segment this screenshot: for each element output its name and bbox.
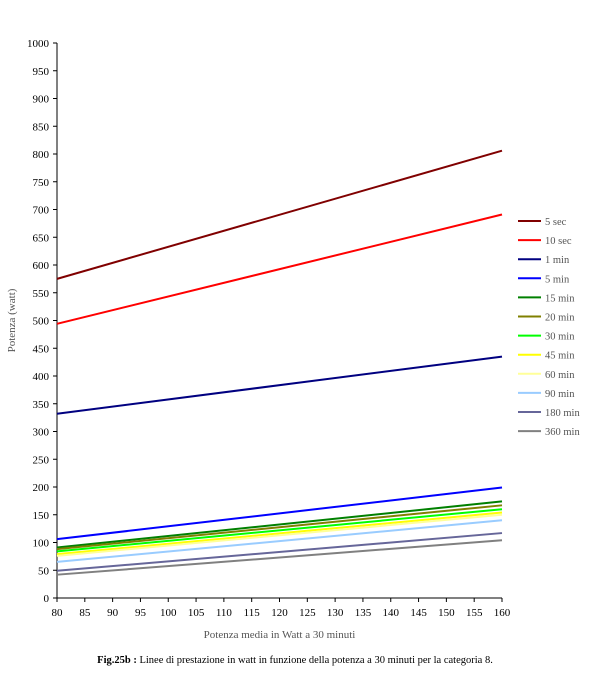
series-lines <box>56 149 503 576</box>
x-tick-label: 105 <box>188 607 205 619</box>
y-tick-label: 800 <box>33 149 50 161</box>
y-tick-label: 550 <box>33 288 50 300</box>
series-line-90-min <box>56 519 503 563</box>
legend-label: 30 min <box>545 332 575 343</box>
y-tick-label: 950 <box>33 66 50 78</box>
x-tick-label: 125 <box>299 607 316 619</box>
legend-label: 20 min <box>545 313 575 324</box>
series-line-45-min <box>56 511 503 556</box>
x-tick-label: 80 <box>52 607 64 619</box>
y-tick-label: 250 <box>33 454 50 466</box>
series-line-5-sec <box>56 149 503 280</box>
series-line-5-min <box>56 486 503 541</box>
legend: 5 sec 10 sec 1 min 5 min 15 min 20 min 30 min 4… <box>518 217 580 438</box>
legend-label: 360 min <box>545 427 580 438</box>
legend-label: 90 min <box>545 389 575 400</box>
legend-label: 45 min <box>545 351 575 362</box>
y-tick-label: 850 <box>33 121 50 133</box>
legend-label: 180 min <box>545 408 580 419</box>
series-line-360-min <box>56 539 503 576</box>
x-tick-label: 160 <box>494 607 511 619</box>
x-tick-label: 90 <box>107 607 119 619</box>
y-axis-ticks: 0 50 100 150 200 250 300 350 400 450 500 550 600 650 7… <box>27 38 57 605</box>
x-axis-title: Potenza media in Watt a 30 minuti <box>204 629 356 641</box>
y-tick-label: 350 <box>33 399 50 411</box>
y-tick-label: 650 <box>33 232 50 244</box>
series-line-20-min <box>56 504 503 551</box>
x-tick-label: 110 <box>216 607 233 619</box>
y-tick-label: 400 <box>33 371 50 383</box>
figure-caption: Fig.25b : Linee di prestazione in watt i… <box>0 655 590 666</box>
legend-label: 1 min <box>545 255 570 266</box>
y-tick-label: 50 <box>38 565 50 577</box>
series-line-60-min <box>56 513 503 557</box>
y-tick-label: 500 <box>33 316 50 328</box>
x-tick-label: 140 <box>383 607 400 619</box>
x-tick-label: 155 <box>466 607 483 619</box>
x-tick-label: 135 <box>355 607 372 619</box>
legend-label: 10 sec <box>545 236 572 247</box>
series-line-30-min <box>56 508 503 553</box>
y-tick-label: 900 <box>33 94 50 106</box>
y-tick-label: 100 <box>33 538 50 550</box>
series-line-180-min <box>56 532 503 572</box>
x-tick-label: 130 <box>327 607 344 619</box>
legend-label: 5 min <box>545 274 570 285</box>
y-tick-label: 1000 <box>27 38 50 50</box>
x-tick-label: 120 <box>271 607 288 619</box>
y-tick-label: 750 <box>33 177 50 189</box>
legend-label: 15 min <box>545 293 575 304</box>
x-tick-label: 100 <box>160 607 177 619</box>
x-tick-label: 85 <box>79 607 91 619</box>
x-tick-label: 150 <box>438 607 455 619</box>
y-axis-title: Potenza (watt) <box>6 288 18 352</box>
legend-label: 60 min <box>545 370 575 381</box>
figure-caption-label: Fig.25b : <box>97 655 137 666</box>
y-tick-label: 200 <box>33 482 50 494</box>
y-tick-label: 600 <box>33 260 50 272</box>
line-chart: 0 50 100 150 200 250 300 350 400 450 500 550 600 650 7… <box>6 38 580 641</box>
y-tick-label: 150 <box>33 510 50 522</box>
y-tick-label: 300 <box>33 427 50 439</box>
y-tick-label: 700 <box>33 205 50 217</box>
x-axis-ticks: 80 85 90 95 100 105 110 115 120 125 130 135 140 145 15… <box>52 598 511 619</box>
legend-label: 5 sec <box>545 217 567 228</box>
x-tick-label: 95 <box>135 607 147 619</box>
series-line-1-min <box>56 355 503 415</box>
series-line-10-sec <box>56 213 503 325</box>
y-tick-label: 0 <box>44 593 50 605</box>
x-tick-label: 145 <box>410 607 427 619</box>
y-tick-label: 450 <box>33 343 50 355</box>
figure-caption-text: Linee di prestazione in watt in funzione… <box>139 655 493 666</box>
x-tick-label: 115 <box>244 607 261 619</box>
series-line-15-min <box>56 500 503 549</box>
